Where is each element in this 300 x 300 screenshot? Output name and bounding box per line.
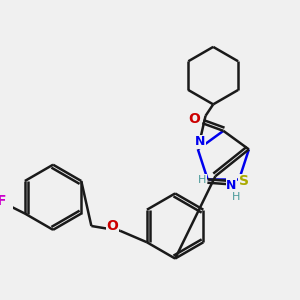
Text: O: O [189, 112, 201, 126]
Text: S: S [239, 174, 249, 188]
Text: F: F [0, 194, 7, 208]
Text: O: O [106, 219, 119, 233]
Text: H: H [232, 192, 241, 202]
Text: N: N [195, 135, 205, 148]
Text: H: H [198, 175, 206, 185]
Text: N: N [226, 178, 237, 192]
